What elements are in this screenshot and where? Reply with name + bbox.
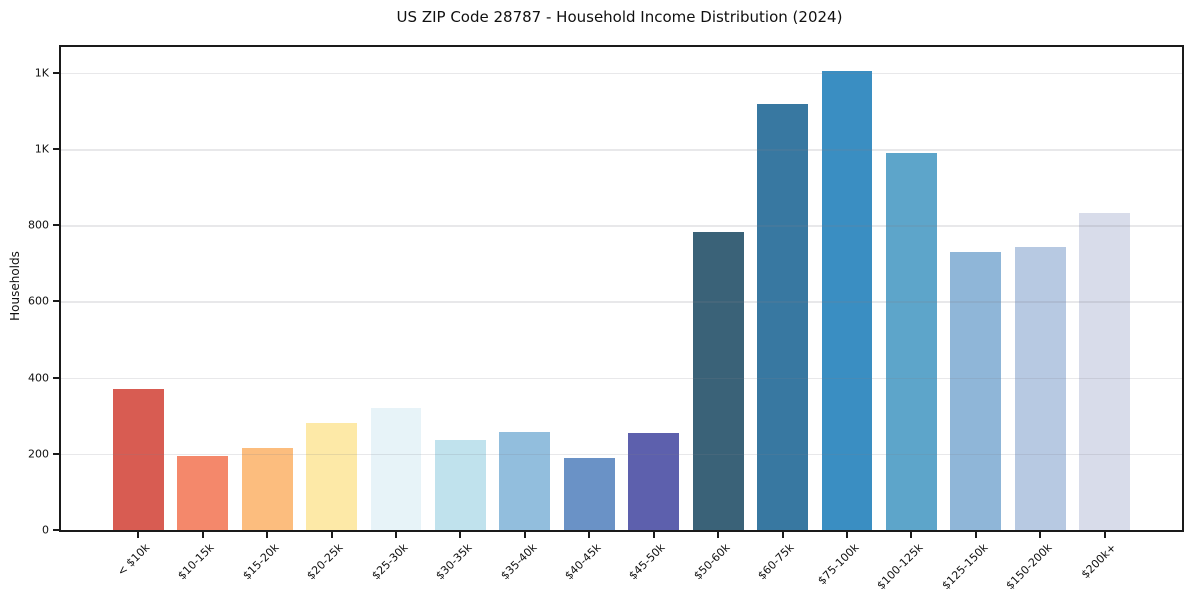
bar-slot — [1073, 47, 1137, 530]
x-tick-label: $20-25k — [304, 541, 346, 583]
bar-$10-15k — [177, 455, 229, 530]
x-tick-label: $35-40k — [497, 541, 540, 583]
bar-slot — [1008, 47, 1072, 530]
x-tick-mark — [330, 532, 333, 538]
x-tick-mark — [781, 532, 784, 538]
chart-title: US ZIP Code 28787 - Household Income Dis… — [396, 8, 843, 26]
bar-slot — [364, 47, 428, 530]
bar-$150-200k — [1014, 246, 1066, 530]
x-tick-mark — [910, 532, 913, 538]
x-tick-mark — [717, 532, 720, 538]
plot-area — [59, 45, 1184, 532]
bar-slot — [750, 47, 814, 530]
y-tick-mark — [53, 529, 59, 531]
bar-$25-30k — [370, 407, 422, 530]
bar-$15-20k — [241, 447, 293, 530]
bar-$50-60k — [692, 231, 744, 530]
y-tick-label: 600 — [28, 294, 49, 308]
bar-slot — [686, 47, 750, 530]
bars-container — [61, 47, 1182, 530]
bar-$40-45k — [563, 458, 615, 530]
x-tick-mark — [588, 532, 591, 538]
bar-slot — [879, 47, 943, 530]
y-tick-label: 200 — [28, 447, 49, 461]
y-tick-mark — [53, 71, 59, 74]
y-tick-mark — [53, 148, 59, 151]
y-tick-mark — [53, 300, 59, 303]
bar-slot — [622, 47, 686, 530]
bar-$100-125k — [886, 152, 937, 530]
x-tick-mark — [394, 532, 397, 538]
bar-slot — [106, 47, 170, 530]
bar-slot — [493, 47, 557, 530]
bar-$200k+ — [1079, 213, 1131, 530]
bar-$125-150k — [950, 251, 1002, 530]
y-axis-label: Households — [8, 251, 22, 321]
bar-$60-75k — [757, 104, 809, 530]
x-tick-mark — [266, 532, 269, 538]
bar-$45-50k — [628, 432, 680, 530]
x-tick-label: $15-20k — [240, 541, 282, 583]
x-tick-label: $200k+ — [1078, 541, 1119, 582]
x-tick-label: $50-60k — [691, 541, 733, 583]
x-tick-label: $60-75k — [755, 541, 797, 583]
x-tick-label: < $10k — [114, 541, 153, 579]
y-tick-label: 0 — [42, 523, 49, 537]
x-tick-label: $40-45k — [562, 541, 604, 583]
y-tick-label: 400 — [28, 371, 49, 385]
x-tick-mark — [137, 532, 140, 538]
x-tick-mark — [1103, 532, 1106, 538]
bar-slot — [299, 47, 363, 530]
y-tick-label: 1K — [34, 66, 49, 80]
bar-slot — [235, 47, 299, 530]
y-tick-label: 1K — [34, 142, 49, 156]
x-tick-label: $150-200k — [1003, 541, 1055, 590]
x-tick-label: $25-30k — [368, 541, 411, 583]
x-tick-mark — [1039, 532, 1042, 538]
y-tick-label: 800 — [28, 218, 49, 232]
x-tick-mark — [201, 532, 204, 538]
bar-< $10k — [112, 389, 164, 530]
bar-$35-40k — [499, 431, 551, 530]
x-tick-mark — [846, 532, 849, 538]
x-tick-label: $30-35k — [433, 541, 475, 583]
bar-slot — [170, 47, 234, 530]
x-tick-label: $125-150k — [938, 541, 991, 590]
x-tick-label: $45-50k — [626, 541, 668, 583]
x-tick-mark — [974, 532, 977, 538]
y-tick-mark — [53, 224, 59, 227]
bar-$75-100k — [821, 71, 873, 530]
y-tick-mark — [53, 452, 59, 455]
bar-slot — [557, 47, 621, 530]
bar-slot — [815, 47, 879, 530]
bar-slot — [944, 47, 1008, 530]
x-tick-label: $10-15k — [175, 541, 217, 583]
bar-slot — [428, 47, 492, 530]
x-tick-label: $100-125k — [874, 541, 926, 590]
y-tick-mark — [53, 376, 59, 379]
x-tick-mark — [523, 532, 526, 538]
x-tick-label: $75-100k — [815, 541, 862, 588]
x-tick-mark — [459, 532, 462, 538]
bar-$20-25k — [306, 422, 357, 530]
x-tick-mark — [652, 532, 655, 538]
bar-$30-35k — [434, 440, 486, 530]
